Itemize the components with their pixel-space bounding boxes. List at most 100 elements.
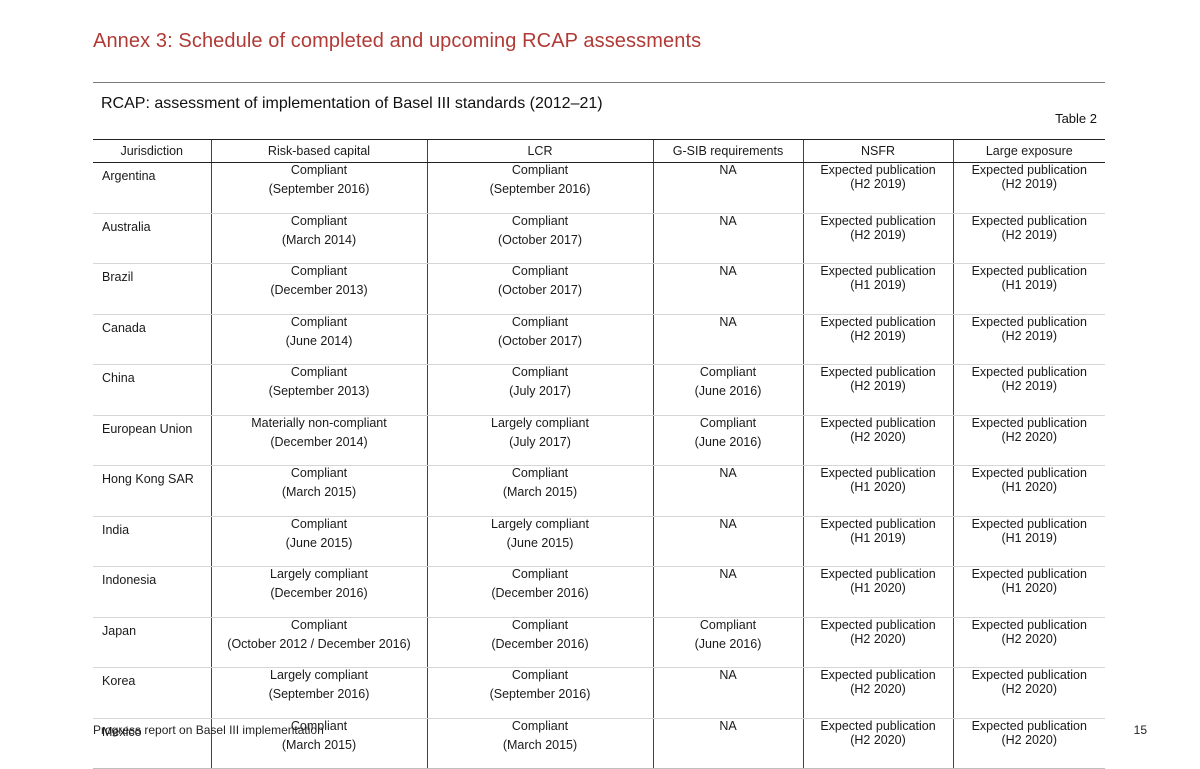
cell-large-exposure: Expected publication (H1 2020) <box>952 566 1105 618</box>
cell-large-exposure-line-2: (H2 2020) <box>1001 732 1058 747</box>
cell-large-exposure-line-1: Expected publication <box>971 668 1087 682</box>
cell-lcr-line-2: (July 2017) <box>509 384 571 399</box>
cell-large-exposure-line-1: Expected publication <box>971 617 1087 632</box>
cell-gsib: Compliant (June 2016) <box>652 415 803 466</box>
cell-large-exposure-line-1: Expected publication <box>971 516 1087 531</box>
table-row: European Union Materially non-compliant (D… <box>93 415 1105 466</box>
cell-lcr-line-2: (July 2017) <box>509 434 571 449</box>
cell-nsfr: Expected publication (H2 2019) <box>802 162 953 214</box>
cell-nsfr-line-1: Expected publication <box>820 163 936 177</box>
cell-gsib-line-1: NA <box>719 668 737 682</box>
cell-large-exposure-line-2: (H2 2020) <box>1001 429 1058 444</box>
cell-gsib: Compliant (June 2016) <box>652 617 803 668</box>
cell-nsfr-line-1: Expected publication <box>820 617 936 632</box>
cell-jurisdiction: Hong Kong SAR <box>93 465 211 517</box>
cell-large-exposure: Expected publication (H2 2020) <box>952 718 1105 769</box>
cell-large-exposure-line-2: (H1 2019) <box>1001 530 1058 545</box>
cell-large-exposure-line-2: (H2 2019) <box>1001 379 1058 394</box>
cell-lcr-line-1: Compliant <box>511 668 569 682</box>
cell-gsib-line-1: NA <box>719 163 737 177</box>
cell-large-exposure-line-2: (H2 2019) <box>1001 328 1058 343</box>
cell-large-exposure-line-2: (H1 2020) <box>1001 581 1058 596</box>
cell-lcr-line-1: Compliant <box>511 466 569 480</box>
cell-risk-based-capital-line-1: Compliant <box>290 516 348 531</box>
cell-large-exposure-line-2: (H1 2020) <box>1001 480 1058 495</box>
cell-large-exposure-line-2: (H2 2019) <box>1001 227 1058 242</box>
cell-lcr-line-1: Largely compliant <box>491 415 589 430</box>
cell-nsfr-line-1: Expected publication <box>820 516 936 531</box>
cell-gsib: NA <box>652 718 803 769</box>
cell-gsib: NA <box>652 263 803 315</box>
cell-risk-based-capital-line-1: Largely compliant <box>270 567 368 581</box>
cell-nsfr: Expected publication (H1 2020) <box>802 465 953 517</box>
cell-gsib-line-1: NA <box>719 516 737 531</box>
table-title: RCAP: assessment of implementation of Ba… <box>101 95 603 112</box>
cell-nsfr-line-2: (H2 2020) <box>850 631 906 646</box>
cell-risk-based-capital: Compliant (March 2015) <box>210 465 427 517</box>
cell-risk-based-capital: Largely compliant (September 2016) <box>210 667 427 719</box>
cell-large-exposure-line-1: Expected publication <box>971 163 1087 177</box>
cell-jurisdiction: Argentina <box>93 162 211 214</box>
cell-risk-based-capital-line-2: (March 2014) <box>281 232 357 247</box>
cell-gsib-line-2: (June 2016) <box>694 384 762 399</box>
column-header-risk-based-capital: Risk-based capital <box>210 139 427 163</box>
cell-jurisdiction: European Union <box>93 415 211 466</box>
cell-lcr: Compliant (December 2016) <box>426 566 653 618</box>
cell-risk-based-capital-line-2: (September 2016) <box>268 182 370 197</box>
cell-nsfr: Expected publication (H2 2019) <box>802 213 953 264</box>
cell-lcr-line-2: (September 2016) <box>489 687 591 702</box>
cell-nsfr: Expected publication (H2 2020) <box>802 617 953 668</box>
cell-nsfr: Expected publication (H1 2019) <box>802 263 953 315</box>
cell-nsfr-line-1: Expected publication <box>820 365 936 379</box>
cell-risk-based-capital-line-1: Largely compliant <box>270 668 368 682</box>
cell-gsib: Compliant (June 2016) <box>652 364 803 416</box>
cell-risk-based-capital-line-1: Compliant <box>290 617 348 632</box>
table-row: China Compliant (September 2013) Compliant (… <box>93 364 1105 416</box>
cell-nsfr-line-1: Expected publication <box>820 718 936 733</box>
cell-nsfr: Expected publication (H2 2019) <box>802 314 953 365</box>
cell-gsib-line-1: NA <box>719 314 737 329</box>
column-header-lcr: LCR <box>426 139 653 163</box>
annex-title: Annex 3: Schedule of completed and upcom… <box>93 30 702 52</box>
cell-risk-based-capital-line-1: Compliant <box>290 314 348 329</box>
cell-jurisdiction: Canada <box>93 314 211 365</box>
top-rule <box>93 82 1105 83</box>
cell-lcr-line-1: Compliant <box>511 617 569 632</box>
cell-nsfr: Expected publication (H2 2019) <box>802 364 953 416</box>
cell-lcr: Compliant (March 2015) <box>426 465 653 517</box>
cell-large-exposure: Expected publication (H2 2020) <box>952 667 1105 719</box>
cell-lcr-line-1: Compliant <box>511 163 569 177</box>
cell-nsfr-line-2: (H2 2019) <box>850 328 906 343</box>
assessment-table: Jurisdiction Risk-based capital LCR G-SI… <box>93 139 1105 769</box>
cell-nsfr-line-2: (H1 2020) <box>850 480 906 495</box>
cell-large-exposure: Expected publication (H2 2020) <box>952 415 1105 466</box>
cell-nsfr-line-2: (H1 2020) <box>850 581 906 596</box>
cell-lcr-line-2: (March 2015) <box>502 485 578 500</box>
table-row: Hong Kong SAR Compliant (March 2015) Compli… <box>93 465 1105 517</box>
table-number: Table 2 <box>1055 111 1097 126</box>
cell-risk-based-capital-line-2: (September 2016) <box>268 687 370 702</box>
cell-nsfr-line-2: (H2 2020) <box>850 732 906 747</box>
table-row: India Compliant (June 2015) Largely complia… <box>93 516 1105 567</box>
cell-risk-based-capital-line-2: (September 2013) <box>268 384 370 399</box>
cell-lcr-line-2: (October 2017) <box>497 232 583 247</box>
cell-nsfr: Expected publication (H2 2020) <box>802 718 953 769</box>
cell-nsfr-line-1: Expected publication <box>820 567 936 581</box>
cell-risk-based-capital-line-1: Compliant <box>290 718 348 733</box>
cell-gsib-line-1: Compliant <box>699 617 757 632</box>
cell-risk-based-capital-line-2: (October 2012 / December 2016) <box>227 636 411 651</box>
cell-large-exposure-line-1: Expected publication <box>971 365 1087 379</box>
cell-jurisdiction: China <box>93 364 211 416</box>
cell-risk-based-capital-line-2: (December 2014) <box>270 434 368 449</box>
cell-gsib: NA <box>652 314 803 365</box>
cell-risk-based-capital-line-2: (March 2015) <box>281 485 357 500</box>
cell-jurisdiction: Japan <box>93 617 211 668</box>
cell-large-exposure: Expected publication (H2 2019) <box>952 364 1105 416</box>
table-row: Australia Compliant (March 2014) Compliant (… <box>93 213 1105 264</box>
cell-gsib-line-2: (June 2016) <box>694 636 762 651</box>
cell-lcr-line-2: (October 2017) <box>497 283 583 298</box>
cell-lcr: Largely compliant (July 2017) <box>426 415 653 466</box>
cell-risk-based-capital: Compliant (October 2012 / December 2016) <box>210 617 427 668</box>
cell-lcr: Compliant (July 2017) <box>426 364 653 416</box>
cell-nsfr-line-1: Expected publication <box>820 314 936 329</box>
